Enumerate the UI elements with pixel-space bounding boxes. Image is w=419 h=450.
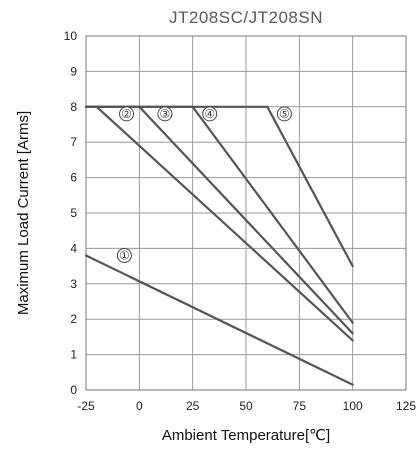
y-tick-label-6: 6 [70, 171, 77, 185]
series-label-2: ② [119, 106, 135, 122]
y-tick-label-4: 4 [70, 241, 77, 255]
x-tick-label-4: 75 [293, 399, 307, 413]
x-tick-label-3: 50 [239, 399, 253, 413]
y-tick-label-7: 7 [70, 135, 77, 149]
x-tick-label-0: -25 [77, 399, 95, 413]
y-tick-label-5: 5 [70, 206, 77, 220]
y-tick-label-10: 10 [64, 29, 78, 43]
grid [86, 36, 406, 390]
x-tick-label-6: 125 [396, 399, 416, 413]
y-tick-label-0: 0 [70, 383, 77, 397]
y-tick-label-1: 1 [70, 348, 77, 362]
series-label-5: ⑤ [276, 106, 292, 122]
series-label-text-1: ① [119, 248, 130, 262]
series-label-text-5: ⑤ [279, 107, 290, 121]
series-label-badge-2 [119, 106, 135, 122]
series-label-text-3: ③ [160, 107, 171, 121]
x-axis-label: Ambient Temperature[℃] [162, 427, 330, 444]
series-label-text-2: ② [121, 107, 132, 121]
y-tick-label-3: 3 [70, 277, 77, 291]
series-line-1 [84, 254, 354, 386]
series-layer [84, 105, 354, 386]
series-label-badge-5 [276, 106, 292, 122]
series-label-1: ① [116, 247, 132, 263]
x-axis-ticks: -25 0 25 50 75 100 125 [77, 399, 416, 413]
y-tick-label-8: 8 [70, 100, 77, 114]
x-tick-label-2: 25 [186, 399, 200, 413]
y-axis-label: Maximum Load Current [Arms] [15, 111, 32, 315]
series-line-5 [84, 105, 354, 268]
plot-frame [85, 35, 407, 391]
x-tick-label-5: 100 [343, 399, 363, 413]
series-label-badge-3 [157, 106, 173, 122]
chart-title: JT208SC/JT208SN [169, 8, 323, 27]
series-label-3: ③ [157, 106, 173, 122]
y-axis-ticks: 0 1 2 3 4 5 6 7 8 9 10 [64, 29, 78, 397]
series-label-4: ④ [202, 106, 218, 122]
x-tick-label-1: 0 [136, 399, 143, 413]
series-label-text-4: ④ [204, 107, 215, 121]
annotation-layer: ① ② ③ ④ ⑤ [116, 106, 292, 263]
y-tick-label-9: 9 [70, 64, 77, 78]
series-label-badge-1 [116, 247, 132, 263]
y-tick-label-2: 2 [70, 312, 77, 326]
series-label-badge-4 [202, 106, 218, 122]
